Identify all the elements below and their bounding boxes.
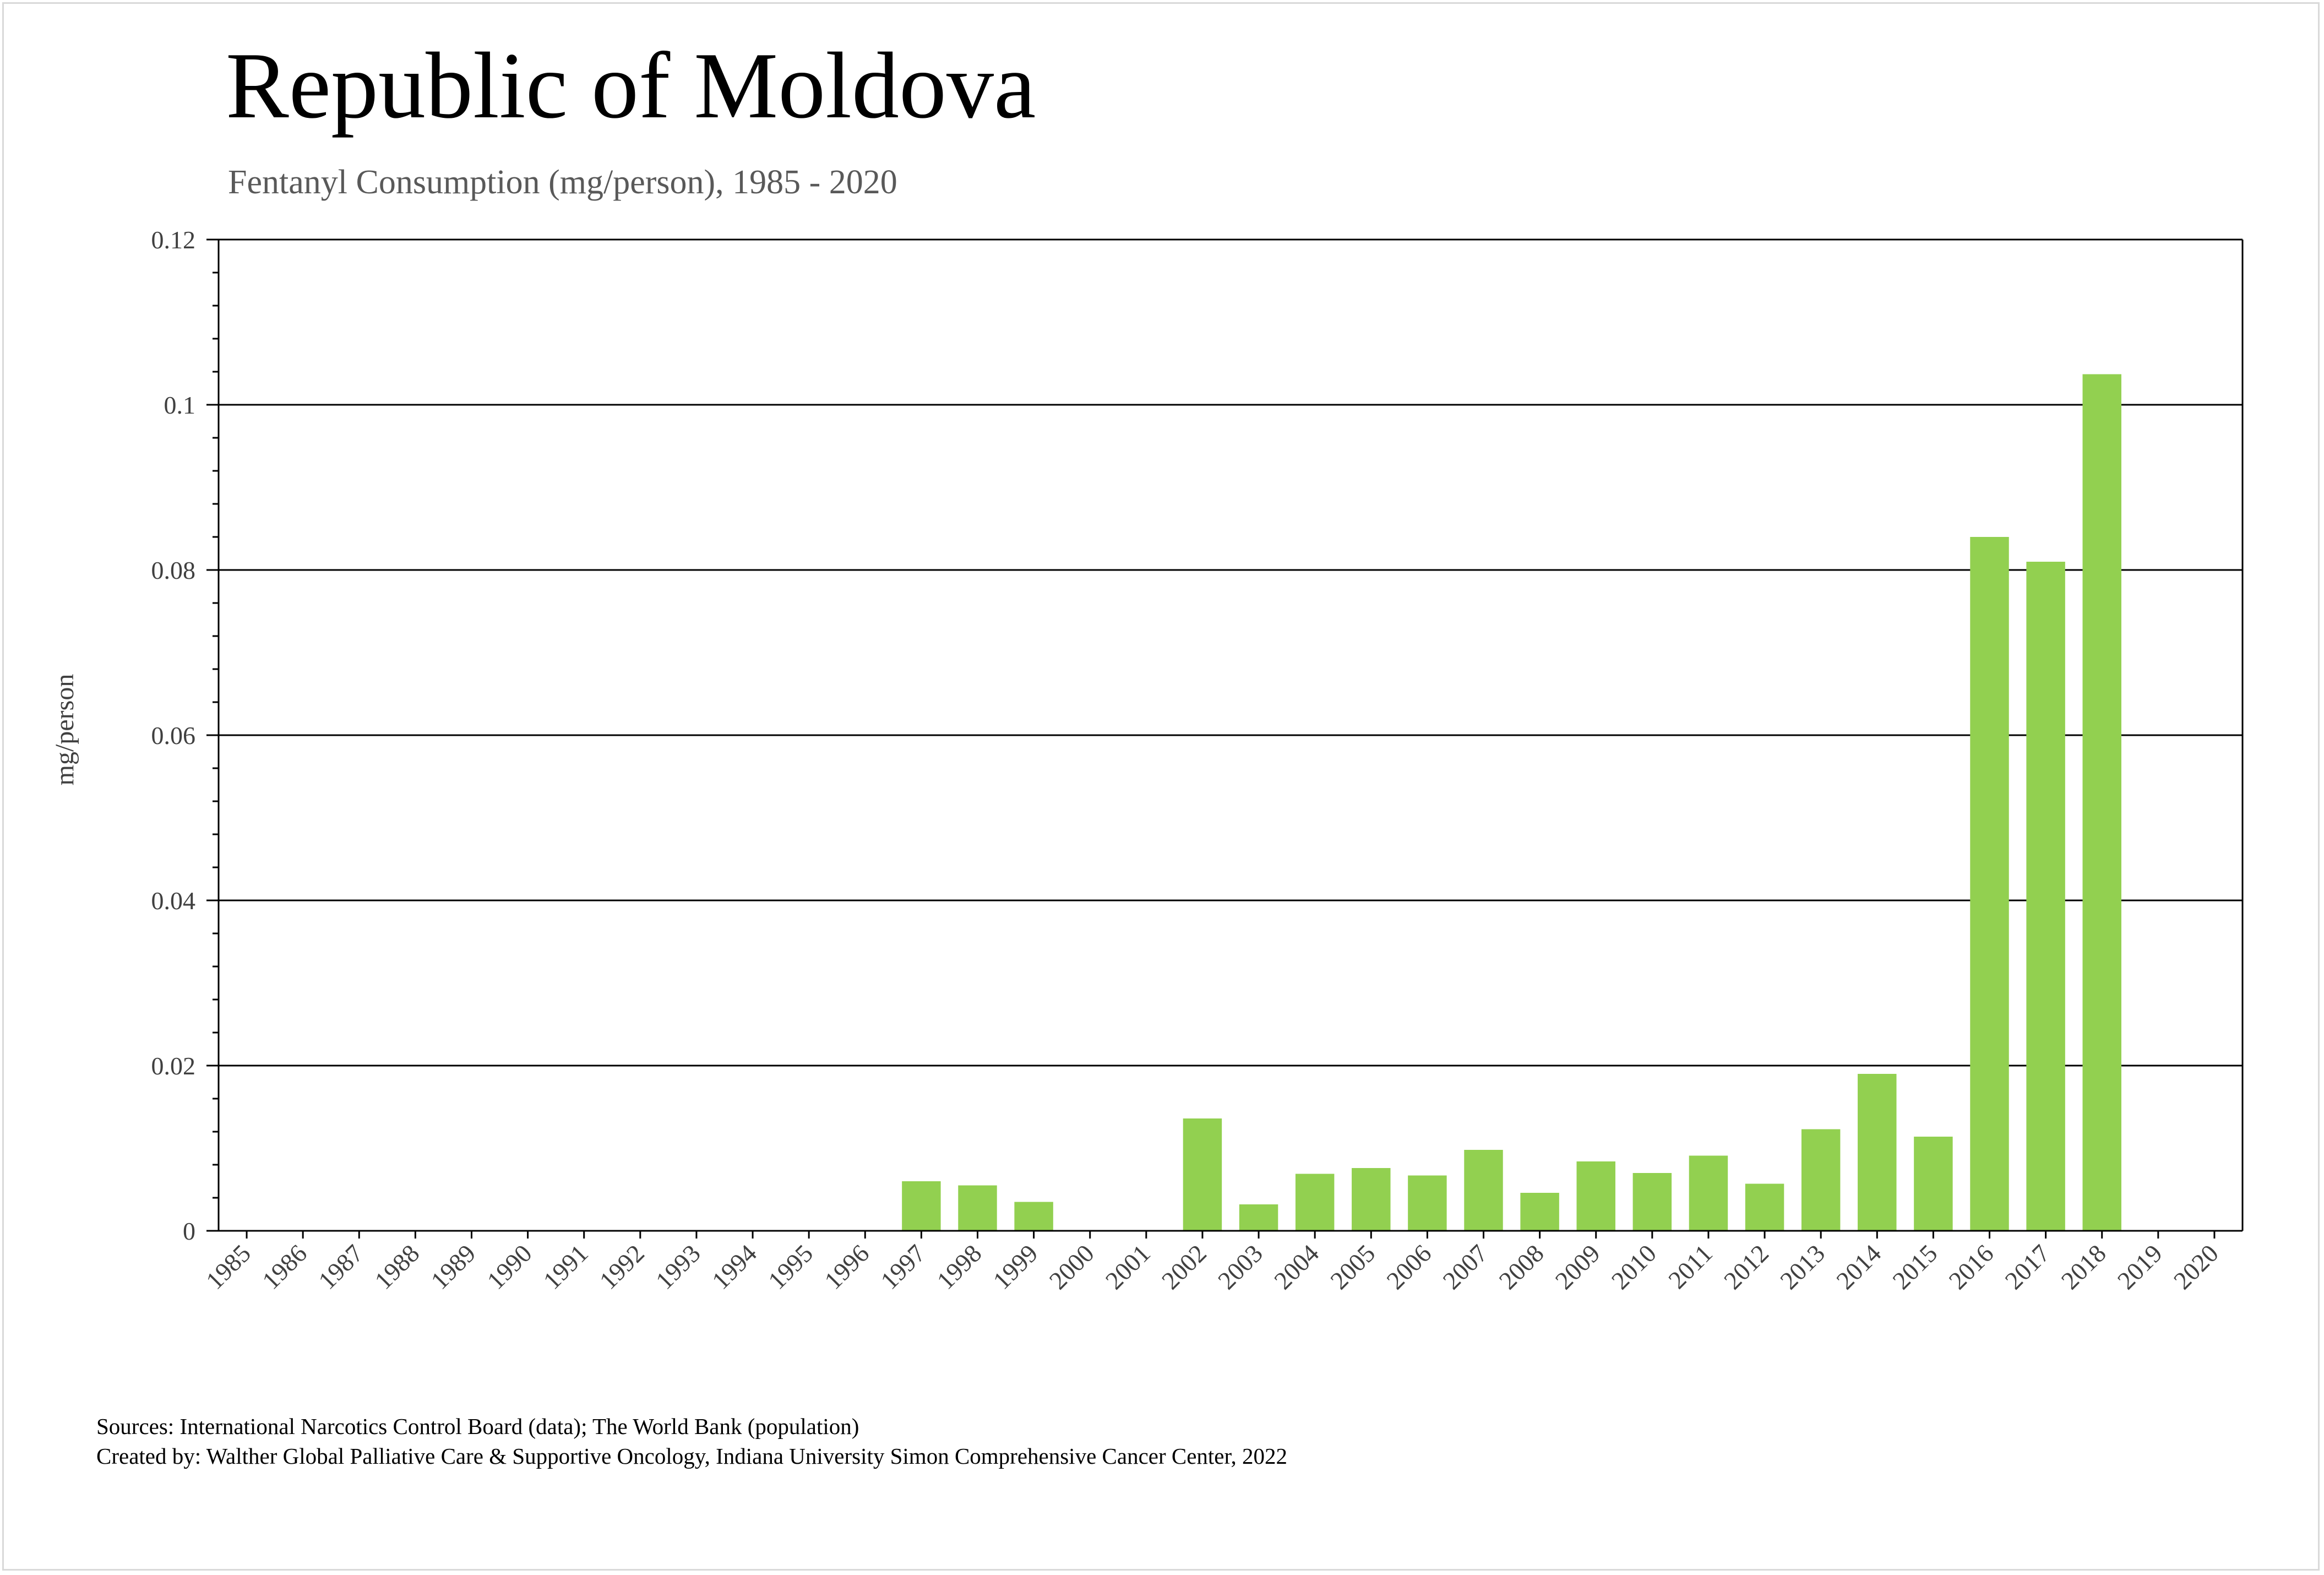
y-tick-label: 0.12 [151,226,196,254]
x-tick-label: 2006 [1381,1239,1436,1295]
y-tick-label: 0.08 [151,556,196,584]
x-tick-label: 2016 [1943,1239,1999,1295]
x-tick-label: 2000 [1044,1239,1100,1295]
bar-1999 [1014,1202,1053,1231]
x-tick-label: 1985 [200,1239,256,1295]
x-tick-label: 1986 [257,1239,312,1295]
footer-sources: Sources: International Narcotics Control… [96,1414,859,1439]
gridlines [219,238,2243,1067]
x-tick-label: 1999 [988,1239,1043,1295]
x-tick-label: 2014 [1831,1239,1886,1295]
footer-created-by: Created by: Walther Global Palliative Ca… [96,1443,1288,1469]
x-tick-label: 2009 [1550,1239,1605,1295]
bar-2009 [1576,1161,1615,1231]
x-tick-label: 2004 [1269,1239,1324,1295]
y-tick-label: 0.1 [164,391,196,419]
y-axis-label: mg/person [50,674,79,786]
x-tick-label: 2011 [1663,1239,1718,1294]
bar-2015 [1914,1137,1953,1231]
x-tick-label: 1993 [650,1239,706,1295]
bar-1998 [958,1185,997,1231]
bars [902,374,2121,1231]
x-tick-label: 2003 [1212,1239,1268,1295]
y-tick-label: 0 [183,1217,195,1245]
bar-2002 [1183,1118,1222,1231]
bar-1997 [902,1181,941,1231]
x-tick-label: 2013 [1775,1239,1830,1295]
bar-2007 [1464,1150,1503,1231]
y-tick-label: 0.04 [151,887,196,915]
x-tick-label: 2017 [2000,1239,2055,1295]
x-tick-label: 1990 [482,1239,537,1295]
x-tick-label: 2001 [1100,1239,1156,1295]
bar-2005 [1352,1168,1391,1231]
x-tick-label: 2010 [1606,1239,1662,1295]
x-tick-label: 1991 [538,1239,594,1295]
x-tick-label: 1994 [706,1239,762,1295]
bar-2018 [2082,374,2121,1231]
x-tick-label: 1996 [819,1239,874,1295]
x-tick-label: 2018 [2056,1239,2111,1295]
bar-2010 [1632,1173,1672,1231]
bar-2014 [1858,1074,1897,1231]
axes [206,238,2244,1239]
bar-2013 [1801,1129,1841,1231]
x-tick-label: 1989 [425,1239,481,1295]
bar-2006 [1408,1175,1447,1231]
y-tick-label: 0.02 [151,1052,196,1080]
y-tick-label: 0.06 [151,721,196,750]
x-tick-label: 1998 [931,1239,987,1295]
x-tick-label: 2002 [1156,1239,1212,1295]
x-tick-label: 1988 [369,1239,424,1295]
bar-2004 [1295,1174,1335,1231]
bar-2012 [1745,1183,1784,1231]
x-tick-label: 1987 [313,1239,368,1295]
x-tick-label: 2015 [1887,1239,1942,1295]
x-tick-label: 2007 [1437,1239,1493,1295]
bar-2003 [1239,1204,1278,1231]
bar-2008 [1520,1193,1559,1231]
chart-title: Republic of Moldova [226,34,1036,138]
x-tick-label: 2019 [2112,1239,2168,1295]
x-tick-label: 1992 [594,1239,650,1295]
x-tick-label: 2012 [1718,1239,1774,1295]
x-tick-label: 2005 [1325,1239,1380,1295]
bar-2017 [2026,562,2065,1231]
chart-subtitle: Fentanyl Consumption (mg/person), 1985 -… [228,164,897,201]
x-tick-label: 1995 [763,1239,818,1295]
x-tick-label: 2020 [2168,1239,2224,1295]
bar-2011 [1689,1155,1728,1231]
x-tick-label: 2008 [1494,1239,1549,1295]
bar-2016 [1970,537,2009,1231]
x-tick-label: 1997 [875,1239,930,1295]
